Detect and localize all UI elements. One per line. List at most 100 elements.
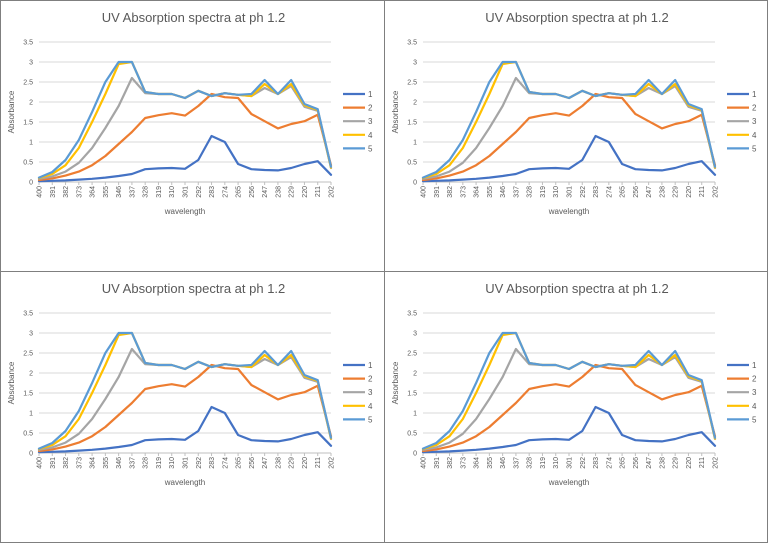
series-line-2 bbox=[37, 363, 333, 453]
x-tick-label: 202 bbox=[329, 457, 336, 469]
x-tick-label: 283 bbox=[209, 457, 216, 469]
y-axis-title: Absorbance bbox=[391, 361, 400, 404]
legend-label-1: 1 bbox=[752, 361, 757, 370]
x-axis-title: wavelength bbox=[164, 207, 205, 216]
y-tick-label: 1.5 bbox=[407, 120, 417, 127]
x-tick-label: 382 bbox=[447, 457, 454, 469]
chart-svg: UV Absorption spectra at ph 1.2 0 0.5 1 1.5 2… bbox=[7, 281, 373, 487]
series-line-4 bbox=[37, 331, 333, 451]
chart-svg: UV Absorption spectra at ph 1.2 0 0.5 1 1.5 2… bbox=[391, 281, 757, 487]
x-tick-label: 265 bbox=[620, 457, 627, 469]
x-tick-label: 229 bbox=[673, 186, 680, 198]
x-tick-label: 373 bbox=[460, 457, 467, 469]
series-line-5 bbox=[421, 60, 717, 179]
x-tick-label: 229 bbox=[289, 457, 296, 469]
x-tick-label: 310 bbox=[553, 457, 560, 469]
x-tick-label: 373 bbox=[76, 186, 83, 198]
x-tick-label: 364 bbox=[90, 186, 97, 198]
x-tick-label: 256 bbox=[633, 186, 640, 198]
chart-title: UV Absorption spectra at ph 1.2 bbox=[102, 10, 286, 25]
legend-label-1: 1 bbox=[752, 90, 757, 99]
x-tick-label: 319 bbox=[540, 186, 547, 198]
legend-label-5: 5 bbox=[752, 144, 757, 153]
legend-label-5: 5 bbox=[752, 415, 757, 424]
x-tick-label: 400 bbox=[37, 186, 44, 198]
x-tick-label: 211 bbox=[699, 186, 706, 197]
x-tick-label: 238 bbox=[275, 186, 282, 198]
y-tick-label: 1 bbox=[413, 140, 417, 147]
y-tick-label: 3.5 bbox=[407, 40, 417, 47]
y-tick-label: 1 bbox=[413, 411, 417, 418]
series-line-4 bbox=[37, 60, 333, 180]
y-tick-label: 3.5 bbox=[407, 311, 417, 318]
legend-label-3: 3 bbox=[752, 117, 757, 126]
x-tick-label: 274 bbox=[222, 457, 229, 469]
series-line-3 bbox=[421, 76, 717, 180]
series-line-1 bbox=[37, 134, 333, 183]
x-tick-label: 319 bbox=[540, 457, 547, 469]
x-axis-title: wavelength bbox=[548, 478, 589, 487]
y-tick-label: 3.5 bbox=[23, 40, 33, 47]
y-tick-label: 1 bbox=[29, 411, 33, 418]
y-tick-label: 0 bbox=[413, 180, 417, 187]
legend-label-5: 5 bbox=[368, 144, 373, 153]
legend-label-1: 1 bbox=[368, 90, 373, 99]
x-tick-label: 220 bbox=[302, 186, 309, 198]
x-tick-label: 373 bbox=[76, 457, 83, 469]
x-tick-label: 328 bbox=[143, 186, 150, 198]
x-tick-label: 202 bbox=[329, 186, 336, 198]
x-tick-label: 346 bbox=[116, 457, 123, 469]
x-tick-label: 247 bbox=[646, 457, 653, 469]
x-tick-label: 220 bbox=[686, 186, 693, 198]
x-tick-label: 337 bbox=[129, 457, 136, 469]
x-tick-label: 274 bbox=[222, 186, 229, 198]
x-tick-label: 337 bbox=[129, 186, 136, 198]
chart-svg: UV Absorption spectra at ph 1.2 0 0.5 1 1.5 2… bbox=[7, 10, 373, 216]
y-axis-title: Absorbance bbox=[7, 90, 16, 133]
x-tick-label: 238 bbox=[659, 457, 666, 469]
legend-label-2: 2 bbox=[752, 104, 757, 113]
x-tick-label: 364 bbox=[474, 457, 481, 469]
x-tick-label: 382 bbox=[447, 186, 454, 198]
x-tick-label: 283 bbox=[593, 457, 600, 469]
x-tick-label: 355 bbox=[487, 186, 494, 198]
series-line-4 bbox=[421, 331, 717, 451]
y-tick-label: 1.5 bbox=[23, 391, 33, 398]
x-tick-label: 229 bbox=[673, 457, 680, 469]
y-tick-label: 2.5 bbox=[23, 351, 33, 358]
x-tick-label: 319 bbox=[156, 186, 163, 198]
x-tick-label: 346 bbox=[116, 186, 123, 198]
x-tick-label: 301 bbox=[567, 186, 574, 198]
legend-label-3: 3 bbox=[368, 117, 373, 126]
chart-panel-bottom-left: UV Absorption spectra at ph 1.2 0 0.5 1 1.5 2… bbox=[0, 271, 385, 543]
legend-label-3: 3 bbox=[752, 388, 757, 397]
chart-svg: UV Absorption spectra at ph 1.2 0 0.5 1 1.5 2… bbox=[391, 10, 757, 216]
chart-panel-bottom-right: UV Absorption spectra at ph 1.2 0 0.5 1 1.5 2… bbox=[384, 271, 768, 543]
x-tick-label: 274 bbox=[606, 186, 613, 198]
x-tick-label: 283 bbox=[593, 186, 600, 198]
x-tick-label: 337 bbox=[513, 457, 520, 469]
x-tick-label: 265 bbox=[236, 186, 243, 198]
x-tick-label: 238 bbox=[275, 457, 282, 469]
y-tick-label: 0 bbox=[29, 180, 33, 187]
x-tick-label: 301 bbox=[567, 457, 574, 469]
x-tick-label: 292 bbox=[196, 457, 203, 469]
x-tick-label: 373 bbox=[460, 186, 467, 198]
x-tick-label: 265 bbox=[620, 186, 627, 198]
x-tick-label: 301 bbox=[183, 186, 190, 198]
x-tick-label: 238 bbox=[659, 186, 666, 198]
y-tick-label: 0 bbox=[29, 451, 33, 458]
y-tick-label: 2.5 bbox=[407, 351, 417, 358]
chart-title: UV Absorption spectra at ph 1.2 bbox=[485, 10, 669, 25]
x-tick-label: 382 bbox=[63, 186, 70, 198]
series-line-5 bbox=[37, 331, 333, 450]
x-tick-label: 202 bbox=[713, 457, 720, 469]
x-axis-title: wavelength bbox=[164, 478, 205, 487]
x-tick-label: 310 bbox=[169, 186, 176, 198]
x-tick-label: 328 bbox=[143, 457, 150, 469]
x-tick-label: 391 bbox=[434, 457, 441, 469]
y-tick-label: 3.5 bbox=[23, 311, 33, 318]
x-tick-label: 391 bbox=[50, 186, 57, 198]
series-line-1 bbox=[37, 405, 333, 454]
x-tick-label: 256 bbox=[249, 186, 256, 198]
